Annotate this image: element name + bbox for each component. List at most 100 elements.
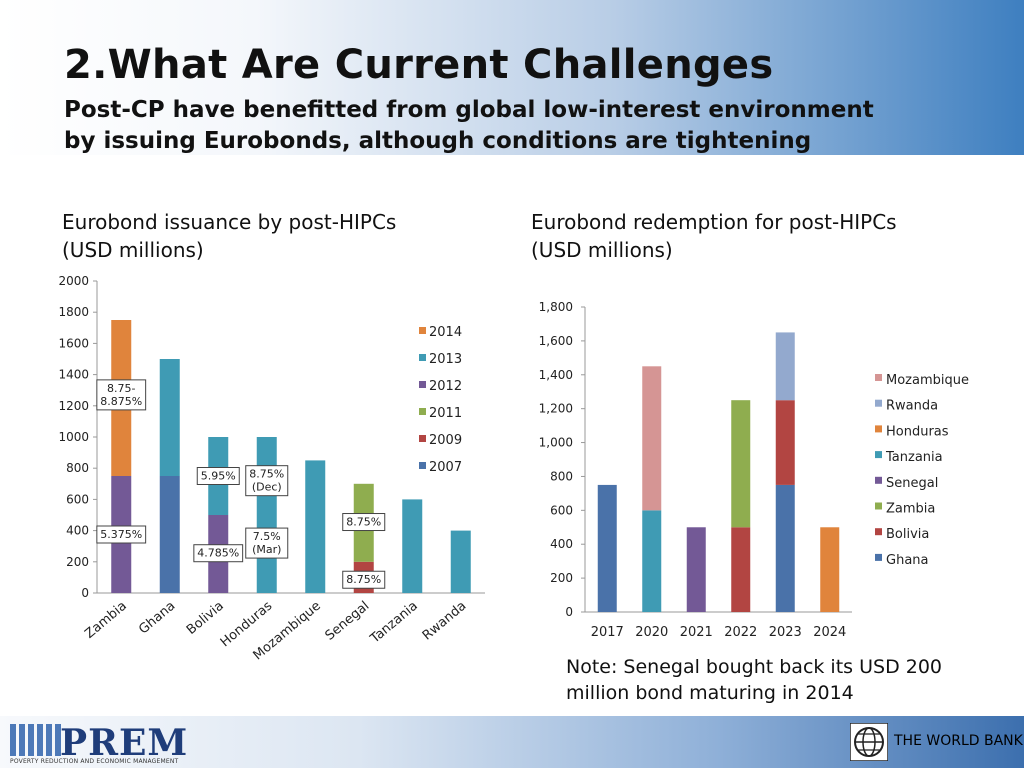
issuance-annotation-box	[245, 465, 289, 497]
redemption-bar-2020-tanzania	[642, 510, 662, 612]
issuance-y-tick-label: 800	[66, 461, 89, 475]
redemption-y-tick-label: 1,200	[539, 402, 573, 416]
issuance-y-tick-label: 600	[66, 492, 89, 506]
redemption-legend-label: Honduras	[886, 424, 949, 439]
redemption-bar-2023-rwanda	[775, 332, 795, 401]
issuance-legend-swatch	[419, 381, 426, 388]
issuance-annotation-box	[96, 525, 147, 544]
issuance-legend-label: 2009	[429, 433, 462, 448]
redemption-x-tick-label: 2021	[680, 625, 713, 640]
prem-logo-icon	[10, 724, 61, 756]
redemption-bar-2023-bolivia	[775, 400, 795, 485]
redemption-y-tick-label: 200	[550, 571, 573, 585]
issuance-chart-title: Eurobond issuance by post-HIPCs (USD mil…	[62, 208, 396, 264]
prem-logo-text: PREM	[60, 722, 189, 764]
redemption-legend-label: Tanzania	[885, 450, 943, 465]
issuance-annotation-label: 5.375%	[100, 528, 142, 541]
redemption-bar-2023-ghana	[775, 484, 795, 612]
slide-title: 2.What Are Current Challenges	[64, 42, 774, 88]
issuance-bar-rwanda-2013	[450, 530, 471, 593]
issuance-y-tick-label: 2000	[58, 274, 89, 288]
issuance-legend-swatch	[419, 354, 426, 361]
issuance-y-tick-label: 1600	[58, 336, 89, 350]
redemption-legend-swatch	[875, 502, 882, 510]
issuance-annotation-box	[196, 467, 240, 485]
issuance-legend-label: 2011	[429, 406, 462, 421]
redemption-bar-2017-ghana	[597, 484, 617, 612]
issuance-chart-title-line-1: Eurobond issuance by post-HIPCs	[62, 210, 397, 234]
redemption-bar-2020-mozambique	[642, 366, 662, 511]
redemption-x-tick-label: 2024	[813, 625, 846, 640]
issuance-bar-ghana-2007	[159, 476, 180, 593]
worldbank-text: THE WORLD BANK	[894, 733, 1023, 749]
issuance-legend-swatch	[419, 435, 426, 442]
redemption-legend-swatch	[875, 374, 882, 381]
redemption-legend-label: Senegal	[886, 476, 938, 491]
redemption-legend-swatch	[875, 451, 882, 459]
redemption-y-tick-label: 1,600	[539, 334, 573, 348]
redemption-chart: 0 200 400 600 800 1,000 1,200 1,400 1,600 1,800 20…	[539, 300, 969, 640]
issuance-bar-mozambique-2013	[305, 460, 326, 593]
globe-icon	[850, 723, 888, 761]
redemption-legend-label: Ghana	[886, 553, 929, 568]
issuance-annotation-label: 4.785%	[197, 547, 239, 560]
redemption-x-tick-label: 2020	[635, 625, 668, 640]
redemption-x-tick-label: 2023	[769, 625, 802, 640]
issuance-legend-label: 2007	[429, 460, 462, 475]
redemption-y-tick-label: 600	[550, 503, 573, 517]
issuance-annotation-box	[245, 527, 289, 559]
redemption-x-tick-label: 2017	[591, 625, 624, 640]
issuance-annotation-label: 8.75-8.875%	[100, 382, 142, 408]
redemption-legend-label: Rwanda	[886, 399, 938, 414]
note-line-1: Note: Senegal bought back its USD 200	[566, 656, 943, 678]
issuance-y-tick-label: 0	[81, 586, 89, 600]
chart-note: Note: Senegal bought back its USD 200 mi…	[566, 654, 996, 706]
redemption-chart-title-line-1: Eurobond redemption for post-HIPCs	[531, 210, 897, 234]
redemption-legend-swatch	[875, 528, 882, 536]
issuance-y-tick-label: 400	[66, 524, 89, 538]
prem-tagline: POVERTY REDUCTION AND ECONOMIC MANAGEMEN…	[10, 758, 179, 765]
issuance-bar-ghana-2013	[159, 359, 180, 476]
redemption-legend-swatch	[875, 553, 882, 561]
redemption-y-tick-label: 1,800	[539, 300, 573, 314]
issuance-legend-label: 2012	[429, 379, 462, 394]
redemption-legend-label: Mozambique	[886, 373, 969, 388]
issuance-annotation-box	[193, 544, 244, 563]
issuance-legend-label: 2014	[429, 325, 462, 340]
redemption-bar-2022-bolivia	[731, 527, 751, 612]
redemption-legend-swatch	[875, 425, 882, 433]
issuance-bar-tanzania-2013	[402, 499, 423, 593]
issuance-y-tick-label: 1200	[58, 399, 89, 413]
issuance-annotation-label: 8.75% (Dec)	[249, 468, 284, 494]
issuance-annotation-box	[96, 379, 147, 411]
redemption-bar-2021-senegal	[686, 527, 706, 612]
issuance-annotation-label: 8.75%	[346, 516, 381, 529]
redemption-y-tick-label: 1,400	[539, 368, 573, 382]
issuance-y-tick-label: 1400	[58, 368, 89, 382]
redemption-bar-2024-honduras	[820, 527, 840, 612]
issuance-annotation-box	[342, 513, 386, 532]
issuance-annotation-label: 7.5% (Mar)	[252, 530, 281, 556]
issuance-legend-label: 2013	[429, 352, 462, 367]
issuance-y-tick-label: 200	[66, 555, 89, 569]
issuance-y-tick-label: 1000	[58, 430, 89, 444]
redemption-legend-swatch	[875, 476, 882, 484]
issuance-annotation-label: 8.75%	[346, 573, 381, 586]
note-line-2: million bond maturing in 2014	[566, 682, 854, 704]
redemption-y-tick-label: 400	[550, 537, 573, 551]
issuance-annotation-box	[342, 570, 386, 589]
redemption-legend-swatch	[875, 399, 882, 407]
issuance-y-tick-label: 1800	[58, 305, 89, 319]
slide-header	[0, 0, 1024, 155]
redemption-chart-title: Eurobond redemption for post-HIPCs (USD …	[531, 208, 897, 264]
redemption-y-tick-label: 1,000	[539, 436, 573, 450]
issuance-chart-title-line-2: (USD millions)	[62, 238, 204, 262]
issuance-legend-swatch	[419, 462, 426, 469]
issuance-legend-swatch	[419, 408, 426, 415]
slide-subtitle: Post-CP have benefitted from global low-…	[64, 95, 874, 157]
subtitle-line-2: by issuing Eurobonds, although condition…	[64, 128, 812, 154]
issuance-annotation-label: 5.95%	[201, 470, 236, 483]
issuance-chart: 0200400600800100012001400160018002000Zam…	[58, 274, 485, 663]
redemption-legend-label: Bolivia	[886, 527, 929, 542]
redemption-bar-2022-zambia	[731, 400, 751, 528]
